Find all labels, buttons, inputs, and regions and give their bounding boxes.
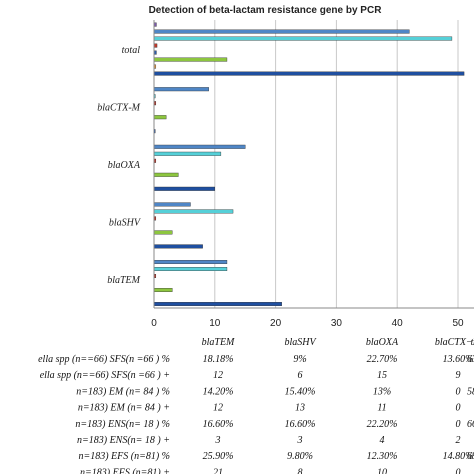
table-cell: 9% bbox=[293, 354, 306, 365]
table-cell: 0 bbox=[456, 467, 461, 474]
bar bbox=[153, 186, 215, 191]
table-row-label: n=183) ENS(n= 18 ) % bbox=[75, 419, 170, 430]
table-cell: 18.18% bbox=[203, 354, 234, 365]
bar bbox=[153, 202, 191, 207]
table-cell: 0 bbox=[456, 419, 461, 430]
table-cell: 15 bbox=[377, 370, 387, 381]
bar bbox=[153, 230, 173, 235]
category-label: blaOXA bbox=[108, 160, 141, 171]
category-label: total bbox=[122, 45, 141, 56]
table-cell: 14.80% bbox=[443, 451, 474, 462]
bar bbox=[153, 151, 222, 156]
table-cell: 21 bbox=[213, 467, 223, 474]
table-column-header: blaOXA bbox=[366, 337, 399, 348]
bar bbox=[153, 36, 453, 41]
table-row-label: ella spp (n==66) SFS(n =66 ) + bbox=[40, 370, 170, 381]
x-tick-label: 40 bbox=[392, 318, 404, 329]
grid-lines bbox=[214, 20, 459, 308]
table-cell: 69 bbox=[467, 451, 474, 462]
table-cell: 12 bbox=[213, 403, 223, 414]
x-tick-label: 30 bbox=[331, 318, 343, 329]
table-cell: 9 bbox=[456, 370, 461, 381]
data-table: blaTEM blaSHV blaOXA blaCTX−Mt ella spp (n==… bbox=[38, 337, 474, 474]
bar bbox=[153, 144, 246, 149]
table-row-label: n=183) EFS (n=81) + bbox=[80, 467, 170, 474]
table-cell: 9.80% bbox=[287, 451, 313, 462]
x-tick-label: 0 bbox=[151, 318, 157, 329]
bar bbox=[153, 57, 228, 62]
table-cell: 11 bbox=[377, 403, 386, 414]
table-row-label: n=183) EM (n= 84 ) % bbox=[76, 386, 170, 397]
table-cell: 0 bbox=[456, 386, 461, 397]
category-label: blaCTX-M bbox=[97, 102, 140, 113]
bar bbox=[153, 115, 167, 120]
table-cell: 0 bbox=[456, 403, 461, 414]
category-label: blaTEM bbox=[107, 275, 140, 286]
table-cell: 63 bbox=[467, 354, 474, 365]
table-cell: 12 bbox=[213, 370, 223, 381]
bar bbox=[153, 260, 228, 265]
bar bbox=[153, 288, 173, 293]
bars bbox=[153, 22, 465, 307]
category-label: blaSHV bbox=[109, 218, 142, 229]
table-column-header: t bbox=[471, 337, 474, 348]
category-labels: blaTEM blaSHV blaOXA blaCTX-M total bbox=[97, 45, 142, 286]
table-cell: 2 bbox=[456, 435, 461, 446]
x-tick-label: 50 bbox=[452, 318, 464, 329]
chart-title: Detection of beta-lactam resistance gene… bbox=[149, 5, 383, 16]
table-cell: 14.20% bbox=[203, 386, 234, 397]
bar bbox=[153, 267, 228, 272]
table-cell: 22.70% bbox=[367, 354, 398, 365]
table-cell: 13% bbox=[373, 386, 391, 397]
table-cell: 10 bbox=[377, 467, 387, 474]
table-cell: 25.90% bbox=[203, 451, 234, 462]
bar bbox=[153, 87, 209, 92]
table-cell: 8 bbox=[298, 467, 303, 474]
table-row-label: ella spp (n==66) SFS(n =66 ) % bbox=[38, 354, 170, 365]
bar bbox=[153, 209, 234, 214]
table-cell: 16.60% bbox=[285, 419, 316, 430]
table-cell: 3 bbox=[297, 435, 303, 446]
table-cell: 58 bbox=[467, 386, 474, 397]
table-column-header: blaSHV bbox=[284, 337, 317, 348]
table-cell: 3 bbox=[215, 435, 221, 446]
table-column-header: blaTEM bbox=[202, 337, 235, 348]
bar bbox=[153, 29, 410, 34]
table-cell: 66 bbox=[467, 419, 474, 430]
table-row-label: n=183) ENS(n= 18 ) + bbox=[77, 435, 170, 446]
x-tick-label: 10 bbox=[209, 318, 221, 329]
table-cell: 6 bbox=[298, 370, 303, 381]
table-column-header: blaCTX−M bbox=[435, 337, 474, 348]
x-tick-label: 20 bbox=[270, 318, 282, 329]
table-row-label: n=183) EFS (n=81) % bbox=[78, 451, 170, 462]
table-cell: 13 bbox=[295, 403, 305, 414]
table-cell: 22.20% bbox=[367, 419, 398, 430]
table-cell: 15.40% bbox=[285, 386, 316, 397]
bar bbox=[153, 172, 179, 177]
bar bbox=[153, 302, 282, 307]
table-cell: 4 bbox=[380, 435, 385, 446]
table-cell: 13.60% bbox=[443, 354, 474, 365]
table-row-label: n=183) EM (n= 84 ) + bbox=[78, 403, 170, 414]
x-tick-labels: 0 10 20 30 40 50 bbox=[151, 318, 464, 329]
table-cell: 12.30% bbox=[367, 451, 398, 462]
table-cell: 16.60% bbox=[203, 419, 234, 430]
bar bbox=[153, 244, 203, 249]
bar bbox=[153, 71, 465, 76]
